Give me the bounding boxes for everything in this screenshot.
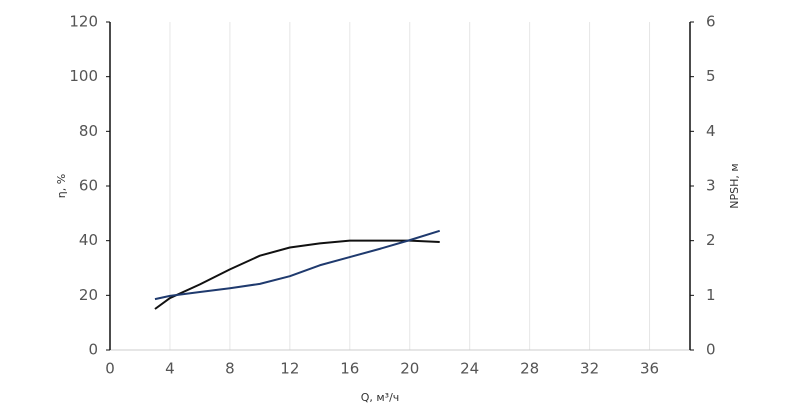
y-tick-label: 20 bbox=[79, 286, 98, 304]
x-tick-label: 0 bbox=[105, 360, 115, 378]
series-line bbox=[154, 239, 440, 310]
y-tick-label: 100 bbox=[69, 67, 98, 85]
y2-tick-label: 5 bbox=[706, 67, 716, 85]
x-tick-label: 8 bbox=[225, 360, 235, 378]
y-tick-label: 80 bbox=[79, 122, 98, 140]
x-tick-label: 4 bbox=[165, 360, 175, 378]
y2-tick-label: 3 bbox=[706, 177, 716, 195]
x-axis-label: Q, м³/ч bbox=[361, 391, 400, 404]
y2-tick-label: 2 bbox=[706, 231, 716, 249]
y-tick-label: 60 bbox=[79, 177, 98, 195]
y2-tick-label: 4 bbox=[706, 122, 716, 140]
y-tick-label: 40 bbox=[79, 231, 98, 249]
x-tick-label: 24 bbox=[460, 360, 479, 378]
y2-tick-label: 1 bbox=[706, 286, 716, 304]
y-tick-label: 0 bbox=[88, 341, 98, 359]
x-tick-label: 12 bbox=[280, 360, 299, 378]
x-tick-label: 28 bbox=[520, 360, 539, 378]
series-line bbox=[154, 229, 441, 301]
y-tick-label: 120 bbox=[69, 13, 98, 31]
y2-tick-label: 6 bbox=[706, 13, 716, 31]
x-tick-label: 16 bbox=[340, 360, 359, 378]
y2-axis-label: NPSH, м bbox=[728, 163, 741, 208]
y2-tick-label: 0 bbox=[706, 341, 716, 359]
y-axis-label: η, % bbox=[55, 174, 68, 198]
x-tick-label: 32 bbox=[580, 360, 599, 378]
x-tick-label: 36 bbox=[640, 360, 659, 378]
x-tick-label: 20 bbox=[400, 360, 419, 378]
